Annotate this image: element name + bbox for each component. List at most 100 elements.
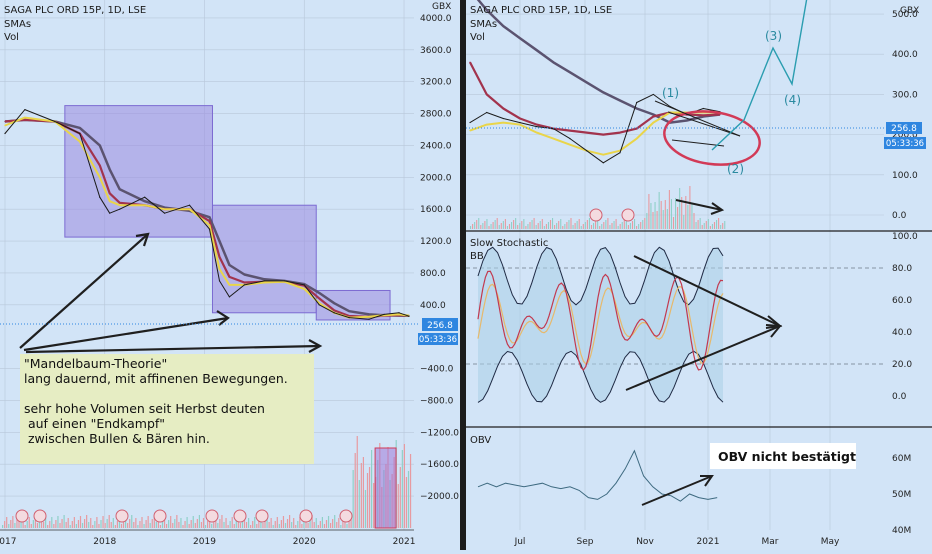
left-vol-bar (104, 523, 106, 528)
earnings-icon[interactable] (115, 509, 129, 523)
right-x-tick: 2021 (697, 537, 720, 547)
earnings-icon[interactable] (255, 509, 269, 523)
left-vol-bar (106, 519, 108, 528)
left-vol-bar (338, 518, 340, 528)
left-vol-bar (28, 517, 30, 528)
left-point-sma_fast (368, 316, 370, 318)
right-price-tag (886, 122, 922, 134)
obv-title: OBV (470, 435, 491, 446)
right-vol-bar (718, 218, 720, 229)
right-vol-bar (525, 226, 527, 229)
right-vol-bar (545, 224, 547, 229)
left-vol-bar (110, 522, 112, 528)
right-vol-bar (652, 212, 654, 229)
left-y-tick: 3600.0 (420, 46, 452, 56)
earnings-icon[interactable] (205, 509, 219, 523)
left-point-sma_mid (243, 281, 246, 284)
right-vol-bar (502, 221, 504, 229)
left-vol-bar (24, 525, 26, 528)
left-vol-bar (153, 515, 155, 528)
earnings-icon[interactable] (339, 509, 353, 523)
left-vol-bar (14, 523, 16, 528)
left-vol-bar (176, 515, 178, 528)
left-vol-bar (235, 520, 237, 528)
right-countdown-text: 05:33:36 (886, 139, 924, 149)
right-vol-bar (636, 226, 638, 229)
earnings-icon[interactable] (299, 509, 313, 523)
left-vol-bar (202, 518, 205, 528)
left-point-price (119, 208, 121, 210)
left-point-sma_fast (24, 116, 26, 119)
left-point-sma_slow (318, 292, 320, 294)
event-icon[interactable] (621, 208, 635, 222)
earnings-icon[interactable] (15, 509, 29, 523)
left-vol-bar (88, 522, 90, 528)
earnings-icon[interactable] (153, 509, 167, 523)
bb-band (478, 247, 723, 403)
earnings-icon[interactable] (233, 509, 247, 523)
left-y-tick: −2000.0 (420, 492, 459, 502)
right-vol-bar (574, 223, 576, 229)
right-point-sma_slow (486, 9, 488, 11)
left-vol-bar (356, 436, 358, 528)
right-point-sma_mid (519, 117, 521, 120)
left-vol-bar (145, 520, 147, 528)
left-vol-bar (207, 521, 209, 528)
right-point-sma_fast (502, 121, 504, 124)
left-x-tick: 2019 (193, 537, 216, 547)
left-vol-bar (256, 524, 258, 528)
left-vol-bar (332, 519, 334, 528)
right-point-price (519, 121, 521, 124)
left-vol-bar (330, 523, 332, 528)
left-y-tick: −1600.0 (420, 460, 459, 470)
left-vol-bar (250, 525, 252, 528)
arrow-3 (25, 344, 321, 354)
left-vol-bar (57, 516, 59, 528)
left-vol-bar (125, 516, 127, 528)
left-vol-bar (268, 522, 270, 528)
note-line-1: "Mandelbaum-Theorie" (24, 356, 167, 371)
right-smas-label: SMAs (470, 19, 497, 30)
right-vol-bar (492, 222, 494, 229)
left-vol-bar (161, 521, 164, 528)
left-vol-bar (186, 517, 188, 528)
right-vol-bar (599, 226, 601, 229)
right-vol-bar (679, 188, 681, 229)
right-vol-bar (504, 219, 506, 229)
left-vol-bar (49, 521, 51, 528)
earnings-icon[interactable] (33, 509, 47, 523)
arrow-1-head (135, 232, 150, 247)
event-icon[interactable] (589, 208, 603, 222)
left-vol-bar (254, 517, 256, 528)
left-panel: SAGA PLC ORD 15P, 1D, LSE SMAs Vol GBX 4… (0, 0, 459, 547)
right-point-sma_mid (502, 107, 504, 110)
right-vol-bar (722, 223, 724, 229)
right-point-price (486, 111, 488, 114)
left-vol-bar (233, 524, 235, 528)
right-vol-bar (588, 218, 590, 229)
right-vol-bar (543, 226, 545, 229)
right-vol-bar (701, 225, 703, 229)
right-point-sma_mid (486, 93, 488, 96)
obv-pane (477, 449, 718, 502)
right-point-price (619, 152, 621, 154)
left-point-sma_fast (303, 288, 305, 290)
left-point-price (348, 316, 350, 319)
left-vol-bar (174, 519, 176, 528)
right-vol-bar (554, 225, 556, 229)
left-vol-bar (321, 517, 323, 528)
left-point-price (188, 204, 191, 206)
left-vol-bar (163, 517, 166, 528)
left-point-sma_slow (99, 144, 101, 147)
left-point-sma_mid (228, 276, 231, 278)
left-point-price (408, 315, 410, 317)
wave-1: (1) (662, 86, 679, 100)
left-vol-bar (344, 517, 346, 528)
left-vol-bar (147, 516, 149, 528)
left-point-sma_fast (398, 313, 400, 315)
left-point-sma_mid (99, 164, 101, 166)
right-vol-bar (675, 198, 677, 229)
left-point-sma_slow (109, 168, 111, 170)
left-vol-bar (114, 525, 116, 528)
left-vol-bar (213, 520, 215, 528)
